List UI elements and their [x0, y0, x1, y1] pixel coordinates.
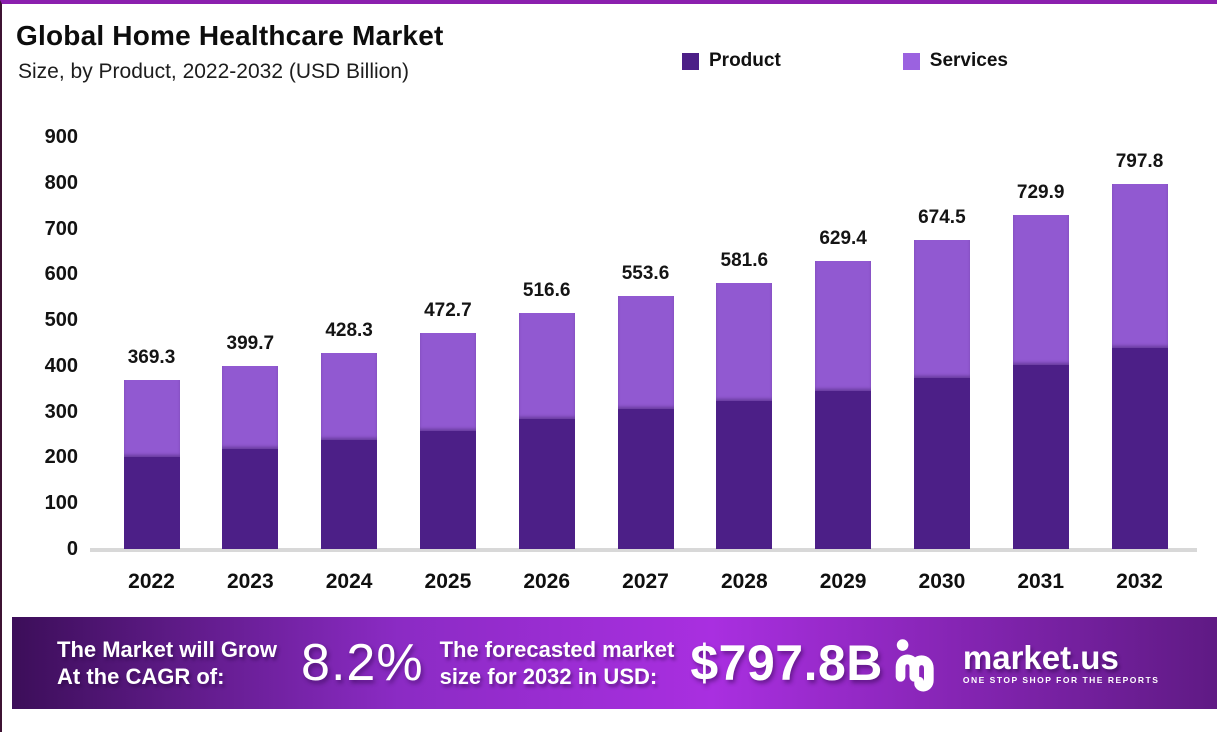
- brand-name: market.us: [962, 638, 1119, 676]
- forecast-label-line2: size for 2032 in USD:: [439, 664, 658, 689]
- x-axis-label-2024: 2024: [325, 570, 373, 593]
- bar-segment-product-2022: [123, 457, 180, 549]
- bar-total-label-2027: 553.6: [621, 262, 670, 284]
- services-color-swatch-icon: [902, 52, 920, 70]
- bar-segment-services-2029: [815, 260, 872, 391]
- chart-legend: Product Services: [682, 50, 1008, 72]
- legend-item-services: Services: [902, 50, 1008, 72]
- y-axis-tick-label: 100: [44, 492, 78, 515]
- product-color-swatch-icon: [682, 52, 699, 70]
- bar-segment-services-2023: [222, 366, 279, 449]
- bar-segment-product-2024: [321, 440, 378, 549]
- bar-segment-product-2025: [419, 430, 476, 549]
- page-subtitle: Size, by Product, 2022-2032 (USD Billion…: [18, 60, 410, 83]
- bar-segment-services-2032: [1111, 183, 1168, 349]
- cagr-banner: The Market will Grow At the CAGR of: 8.2…: [12, 617, 1217, 709]
- x-axis-label-2031: 2031: [1017, 570, 1065, 593]
- y-axis-tick-label: 600: [44, 263, 78, 286]
- x-axis-label-2030: 2030: [918, 570, 966, 593]
- bar-segment-product-2030: [913, 378, 970, 549]
- legend-label-services: Services: [929, 50, 1008, 71]
- x-axis-line: [90, 548, 1197, 552]
- y-axis-tick-label: 200: [44, 446, 78, 469]
- page-title: Global Home Healthcare Market: [16, 20, 444, 51]
- bar-segment-services-2022: [123, 379, 180, 458]
- x-axis-label-2026: 2026: [523, 570, 571, 593]
- market-us-logo: market.us ONE STOP SHOP FOR THE REPORTS: [893, 634, 1160, 692]
- cagr-label-line2: At the CAGR of:: [57, 664, 225, 689]
- bar-segment-services-2025: [419, 332, 476, 431]
- bar-segment-product-2027: [617, 409, 674, 549]
- x-axis-label-2032: 2032: [1116, 570, 1163, 593]
- x-axis-label-2025: 2025: [424, 570, 472, 593]
- bar-segment-product-2029: [815, 390, 872, 549]
- bar-total-label-2029: 629.4: [819, 227, 867, 249]
- bar-segment-product-2023: [222, 448, 279, 549]
- bar-segment-services-2028: [716, 282, 773, 402]
- y-axis-tick-label: 0: [66, 538, 78, 560]
- bar-total-label-2026: 516.6: [522, 279, 571, 301]
- bar-total-label-2031: 729.9: [1016, 181, 1065, 203]
- x-axis-label-2023: 2023: [226, 570, 274, 593]
- bar-segment-product-2026: [518, 419, 575, 549]
- y-axis-tick-label: 800: [44, 171, 78, 194]
- bar-segment-product-2028: [716, 401, 773, 549]
- market-us-logo-icon: [893, 634, 955, 692]
- bar-segment-product-2032: [1111, 348, 1168, 549]
- cagr-label: The Market will Grow At the CAGR of:: [57, 636, 277, 690]
- bar-segment-services-2024: [321, 352, 378, 441]
- y-axis-tick-label: 400: [44, 354, 78, 377]
- bar-segment-services-2031: [1012, 214, 1069, 365]
- brand-tagline: ONE STOP SHOP FOR THE REPORTS: [962, 674, 1160, 685]
- x-axis-label-2028: 2028: [720, 570, 768, 593]
- bar-total-label-2028: 581.6: [720, 249, 769, 271]
- x-axis-label-2027: 2027: [622, 570, 669, 593]
- bar-total-label-2030: 674.5: [918, 207, 966, 229]
- x-axis-label-2029: 2029: [819, 570, 867, 593]
- y-axis-tick-label: 700: [44, 217, 78, 240]
- bar-segment-services-2030: [913, 240, 970, 379]
- legend-item-product: Product: [682, 50, 781, 72]
- bar-total-label-2024: 428.3: [325, 319, 373, 341]
- cagr-value: 8.2%: [301, 634, 424, 692]
- y-axis-tick-label: 300: [44, 400, 78, 423]
- forecast-value: $797.8B: [690, 635, 883, 691]
- bar-total-label-2023: 399.7: [226, 333, 275, 355]
- y-axis-tick-label: 500: [44, 309, 78, 332]
- x-axis-label-2022: 2022: [128, 570, 175, 593]
- bar-total-label-2032: 797.8: [1115, 150, 1164, 172]
- bar-segment-product-2031: [1012, 365, 1069, 549]
- cagr-label-line1: The Market will Grow: [57, 637, 278, 662]
- bar-total-label-2025: 472.7: [424, 299, 472, 321]
- legend-label-product: Product: [709, 50, 781, 71]
- bar-segment-services-2027: [617, 295, 674, 410]
- forecast-label: The forecasted market size for 2032 in U…: [440, 636, 675, 690]
- bar-total-label-2022: 369.3: [127, 346, 176, 368]
- bar-segment-services-2026: [518, 312, 575, 420]
- y-axis-tick-label: 900: [44, 126, 78, 148]
- forecast-label-line1: The forecasted market: [439, 637, 675, 662]
